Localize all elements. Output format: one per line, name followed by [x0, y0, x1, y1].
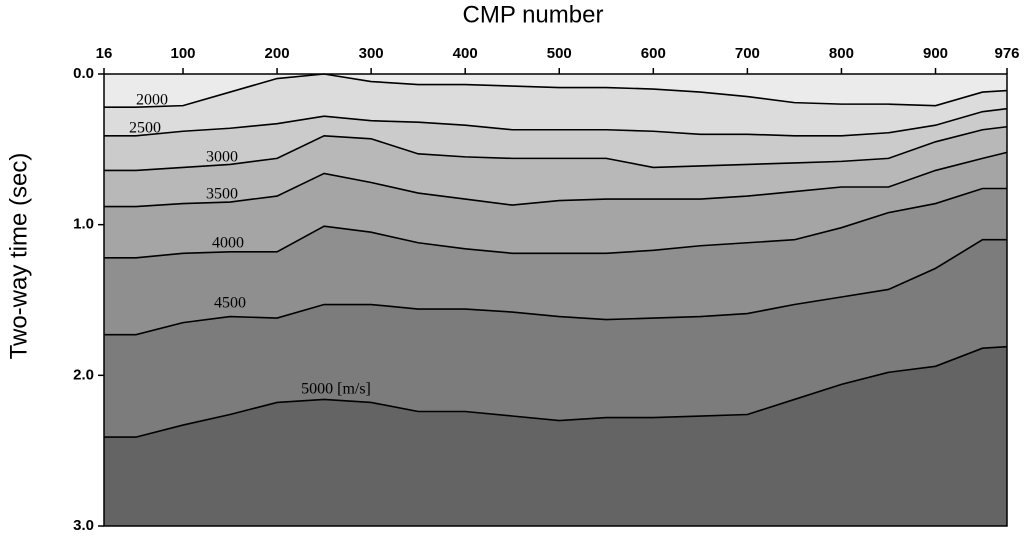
contour-label: 5000 [m/s] [301, 381, 371, 398]
x-tick-label: 976 [994, 45, 1019, 62]
contour-line [104, 107, 1008, 137]
contour-line [104, 345, 1008, 438]
contour-label: 4500 [214, 295, 246, 312]
contour-label: 4000 [212, 235, 244, 252]
x-tick-label: 700 [735, 45, 760, 62]
y-tick-label: 0.0 [73, 65, 94, 82]
velocity-band [104, 152, 1007, 258]
velocity-band [104, 74, 1007, 108]
x-tick-label: 600 [641, 45, 666, 62]
velocity-band [104, 239, 1007, 438]
contour-line [104, 187, 1007, 259]
velocity-band [104, 108, 1007, 171]
contour-line [104, 73, 1008, 108]
x-tick-label: 300 [359, 45, 384, 62]
contour-label: 2000 [136, 92, 168, 109]
x-axis-title: CMP number [463, 1, 604, 28]
velocity-band [104, 346, 1007, 526]
x-tick-label: 900 [923, 45, 948, 62]
x-tick-label: 16 [96, 45, 113, 62]
velocity-band [104, 74, 1007, 136]
contour-label: 3500 [206, 186, 238, 203]
y-tick-label: 3.0 [73, 517, 94, 534]
x-tick-label: 200 [265, 45, 290, 62]
velocity-band [104, 126, 1007, 207]
contour-label: 3000 [206, 149, 238, 166]
contour-line [104, 151, 1008, 208]
contour-line [104, 125, 1008, 172]
x-tick-label: 100 [170, 45, 195, 62]
x-tick-label: 500 [547, 45, 572, 62]
contour-line [104, 238, 1007, 336]
x-tick-label: 400 [453, 45, 478, 62]
y-tick-label: 2.0 [73, 366, 94, 383]
x-tick-label: 800 [829, 45, 854, 62]
contour-label: 2500 [129, 120, 161, 137]
y-tick-label: 1.0 [73, 216, 94, 233]
y-axis-title: Two-way time (sec) [5, 153, 32, 360]
velocity-band [104, 188, 1007, 335]
plot-frame [103, 73, 1008, 527]
